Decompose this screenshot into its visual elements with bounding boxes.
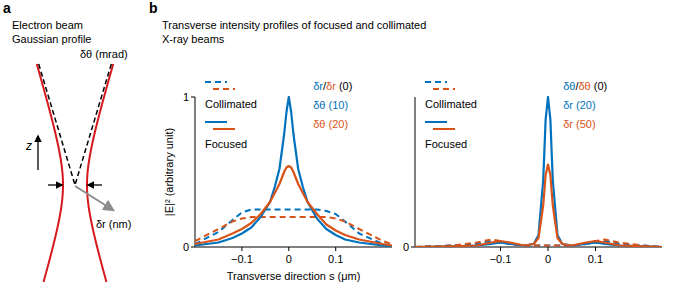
z-arrow [37, 136, 38, 170]
series-line [195, 97, 392, 246]
panel-label: a [3, 0, 11, 16]
annotation: δθ (20) [313, 118, 348, 130]
divergence-label: δθ (mrad) [80, 48, 128, 60]
panel-b: b Transverse intensity profiles of focuse… [149, 0, 662, 282]
plot-area [195, 97, 392, 246]
x-axis [195, 247, 392, 248]
waist-arrow [88, 184, 102, 185]
annotation-part: δr [313, 80, 323, 92]
x-tick-label: 0.1 [328, 253, 343, 265]
legend-swatch [213, 128, 235, 130]
y-axis [195, 97, 196, 247]
waist-arrow [48, 184, 62, 185]
x-tick-label: 0 [545, 253, 551, 265]
panel-title: Gaussian profile [12, 33, 92, 45]
chart: −0.1 0 0.1 0 Collimated Focused δθ/δθ (0) δr (2… [403, 80, 662, 265]
x-tick-label: −0.1 [231, 253, 253, 265]
x-tick-label: −0.1 [490, 253, 512, 265]
beam-envelope [87, 64, 113, 282]
plot-area [415, 97, 662, 247]
y-axis-label: |E|² (arbitrary unit) [163, 128, 175, 216]
annotation-part: δθ (10) [313, 99, 348, 111]
beam-envelope [37, 64, 63, 282]
panel-title: X-ray beams [162, 33, 225, 45]
x-tick-label: 0 [286, 253, 292, 265]
y-tick-label: 1 [183, 91, 189, 103]
figure: aElectron beam Gaussian profile δθ (mrad) z… [0, 0, 674, 286]
annotation-part: δθ (20) [313, 118, 348, 130]
annotation-part: (0) [336, 80, 353, 92]
legend-swatch [433, 128, 455, 130]
legend: Collimated Focused [425, 82, 477, 150]
x-tick [595, 247, 596, 251]
annotation: δθ/δθ (0) [563, 80, 607, 92]
series-line [195, 166, 392, 246]
x-tick [241, 247, 242, 251]
legend-swatch [425, 121, 447, 123]
y-tick [411, 247, 415, 248]
legend-label: Collimated [425, 98, 477, 110]
annotation: δr (20) [563, 99, 595, 111]
annotation-part: δθ [579, 80, 591, 92]
y-tick [191, 247, 195, 248]
annotation-part: δr [326, 80, 336, 92]
panel-label: b [149, 0, 158, 16]
x-tick-label: 0.1 [588, 253, 603, 265]
x-tick [288, 247, 289, 251]
offset-arrow [75, 186, 113, 210]
legend-label: Focused [425, 138, 467, 150]
y-tick-label: 0 [183, 241, 189, 253]
chart: −0.1 0 0.1 0 1 |E|² (arbitrary unit) Collimate… [163, 80, 392, 265]
annotation: δr/δr (0) [313, 80, 352, 92]
legend-label: Collimated [205, 98, 257, 110]
divergence-asymptote [75, 64, 111, 185]
annotation: δθ (10) [313, 99, 348, 111]
x-tick [335, 247, 336, 251]
panel-title: Transverse intensity profiles of focused… [162, 19, 426, 31]
series-line [415, 165, 662, 248]
divergence-asymptote [39, 64, 75, 185]
series-line [415, 97, 662, 247]
legend: Collimated Focused [205, 82, 257, 150]
y-axis [415, 97, 416, 247]
panel-a: aElectron beam Gaussian profile δθ (mrad) z… [3, 0, 131, 282]
legend-swatch [213, 88, 235, 90]
y-tick-label: 0 [403, 241, 409, 253]
offset-label: δr (nm) [96, 218, 131, 230]
annotation: δr (50) [563, 118, 595, 130]
legend-swatch [205, 121, 227, 123]
panel-title: Electron beam [12, 19, 83, 31]
y-tick [191, 97, 195, 98]
annotation-part: (0) [591, 80, 608, 92]
annotation-part: δr (20) [563, 99, 595, 111]
x-axis-label: Transverse direction s (μm) [227, 270, 361, 282]
z-label: z [25, 139, 32, 153]
x-tick [500, 247, 501, 251]
legend-label: Focused [205, 138, 247, 150]
legend-swatch [425, 81, 447, 83]
annotation-part: δθ [563, 80, 575, 92]
annotation-part: δr (50) [563, 118, 595, 130]
legend-swatch [205, 81, 227, 83]
legend-swatch [433, 88, 455, 90]
x-tick [548, 247, 549, 251]
